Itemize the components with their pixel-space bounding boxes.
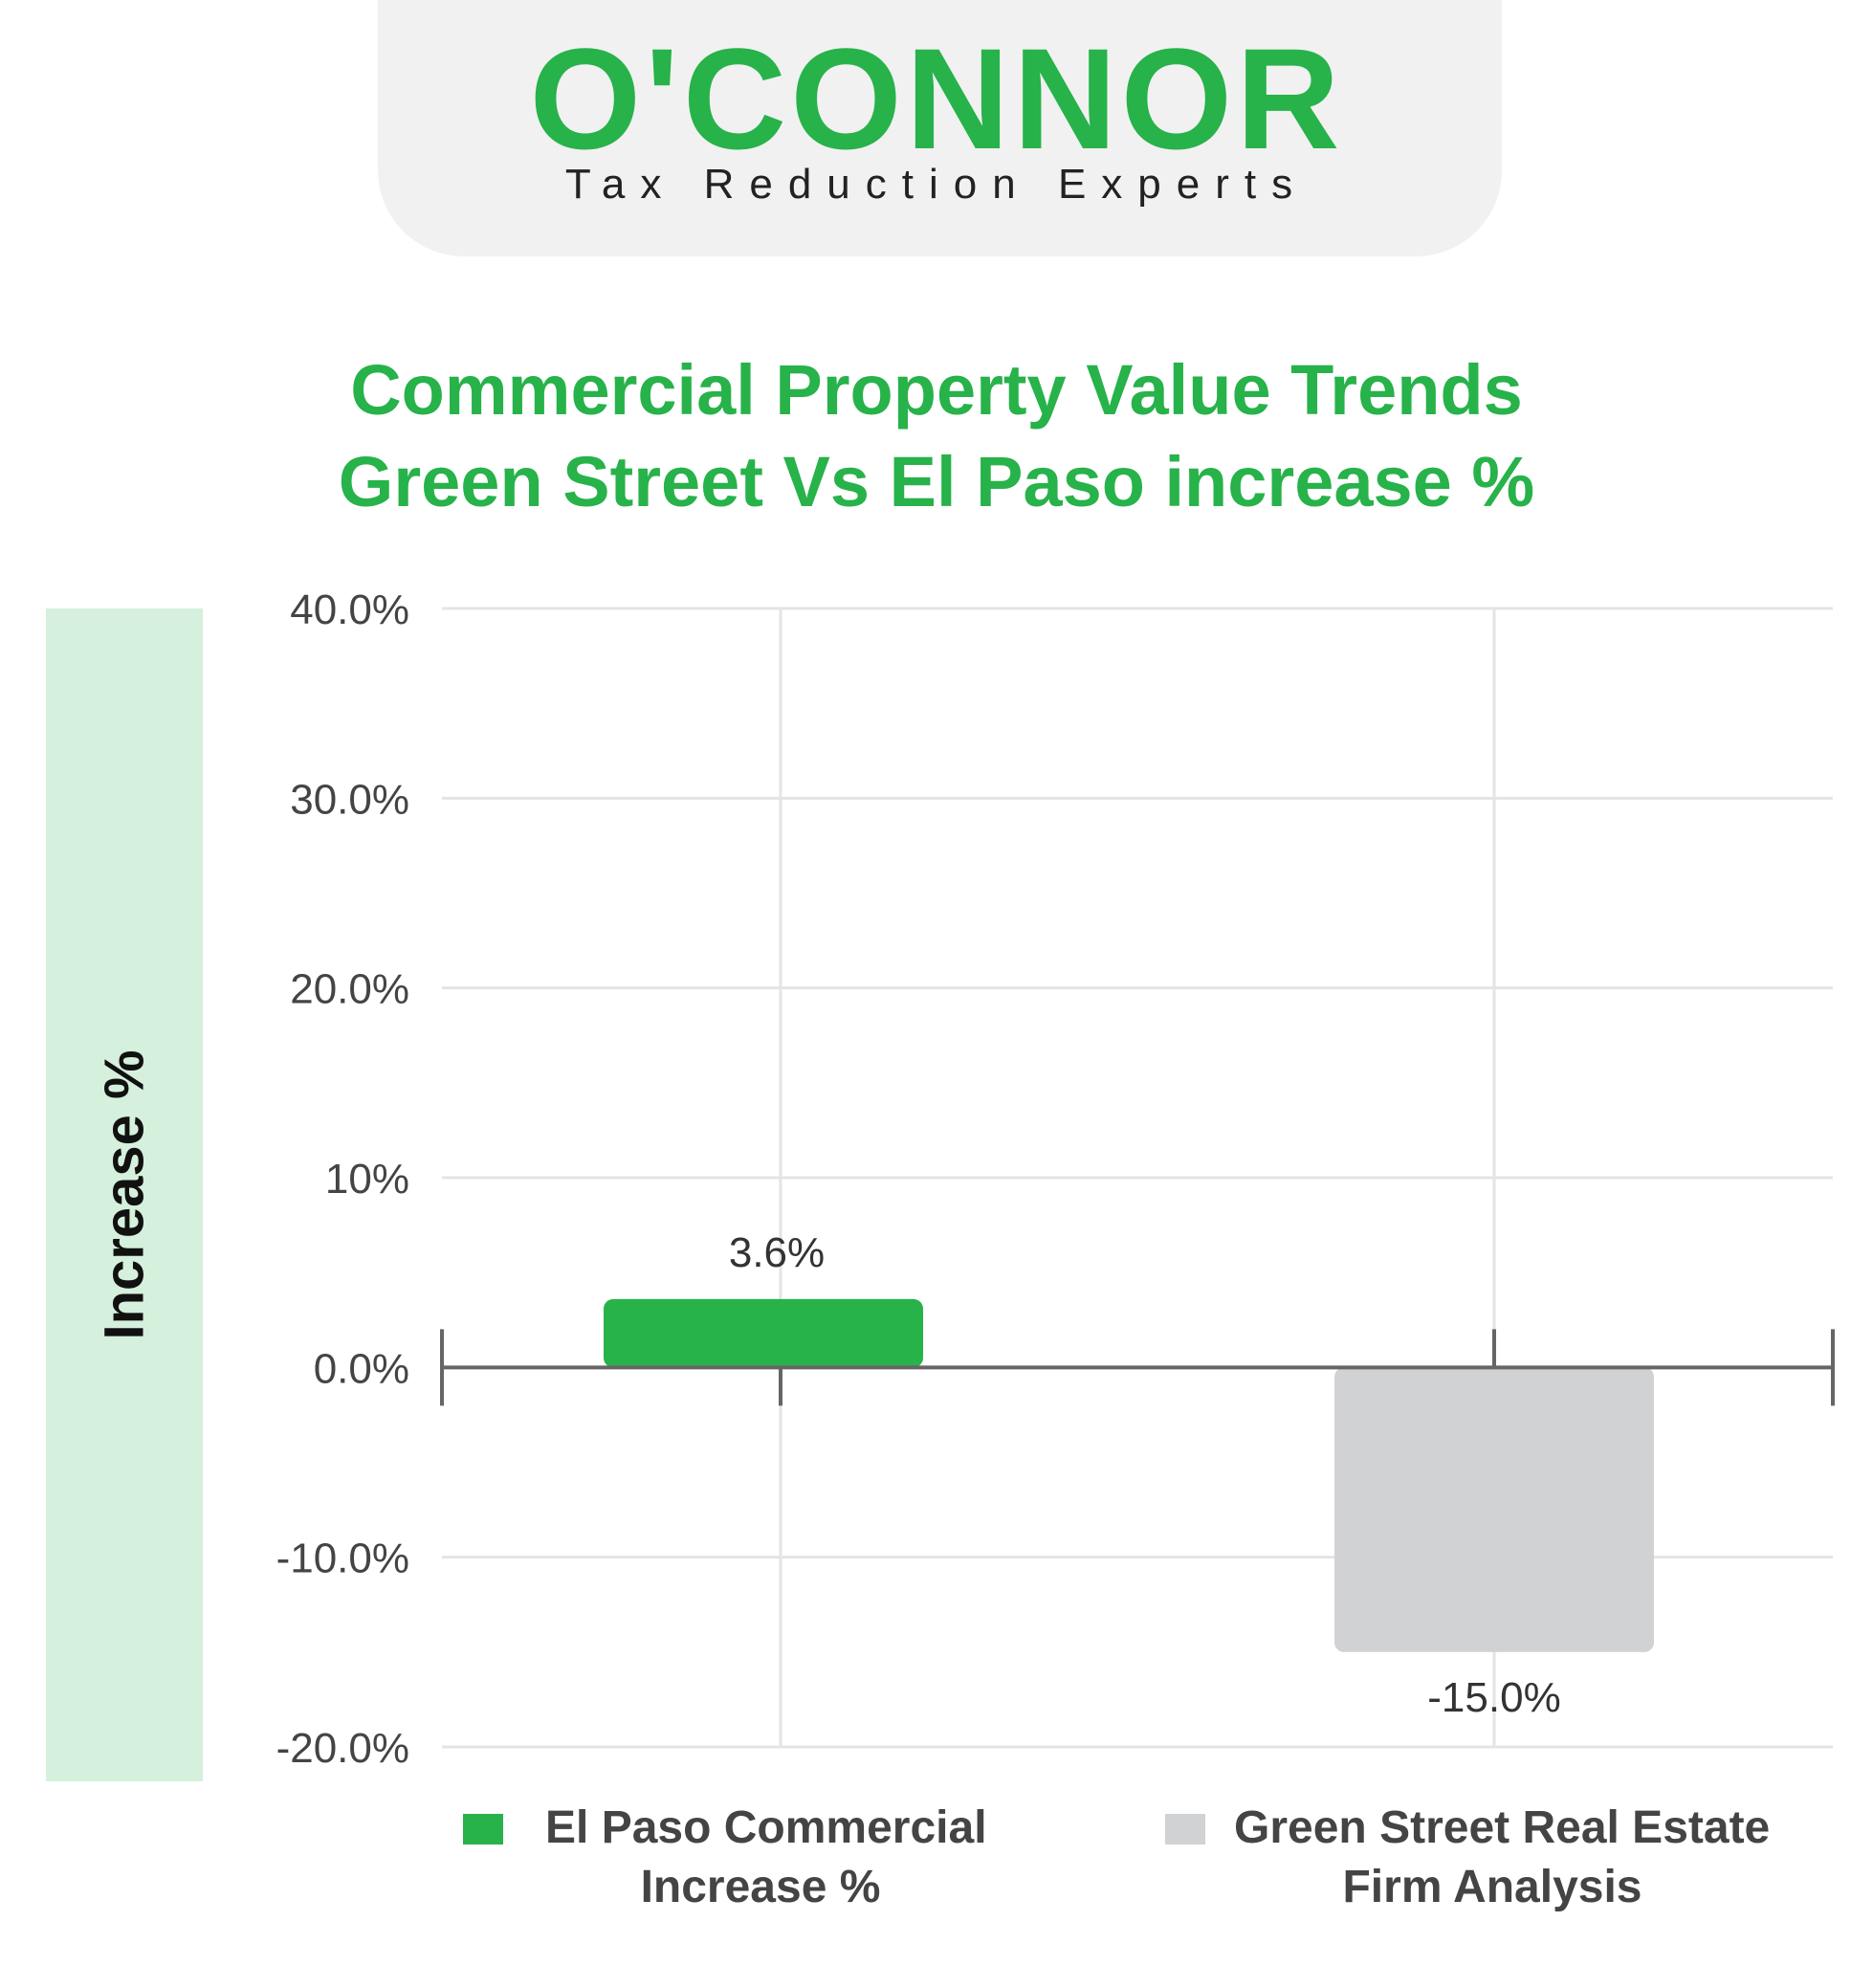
legend-label-el-paso-line-1: El Paso Commercial	[545, 1802, 987, 1853]
y-tick-label: 30.0%	[290, 776, 409, 823]
y-tick-label: 10%	[325, 1156, 409, 1203]
y-tick-label: -10.0%	[276, 1535, 409, 1582]
brand-logo: O'CONNOR	[529, 18, 1344, 179]
logo-header-background	[378, 0, 1502, 256]
data-label-1: 3.6%	[729, 1229, 825, 1276]
chart-title: Commercial Property Value Trends Green S…	[0, 344, 1873, 528]
legend-swatch-el-paso	[463, 1814, 503, 1844]
y-tick-label: 20.0%	[290, 966, 409, 1013]
y-tick-label: 40.0%	[290, 586, 409, 633]
brand-tagline: Tax Reduction Experts	[564, 161, 1309, 208]
legend-label-el-paso-line-2: Increase %	[640, 1862, 881, 1912]
legend-label-green-street-line-2: Firm Analysis	[1342, 1862, 1642, 1912]
legend-label-el-paso: El Paso Commercial Increase %	[545, 1799, 987, 1917]
legend-label-green-street: Green Street Real Estate Firm Analysis	[1234, 1799, 1771, 1917]
legend-label-green-street-line-1: Green Street Real Estate	[1234, 1802, 1771, 1853]
bar-2	[1334, 1367, 1654, 1652]
legend-swatch-green-street	[1165, 1814, 1205, 1844]
chart-title-line-1: Commercial Property Value Trends	[350, 350, 1523, 430]
y-tick-label: -20.0%	[276, 1725, 409, 1772]
y-axis-label-panel	[46, 608, 203, 1781]
y-tick-label: 0.0%	[314, 1345, 409, 1392]
chart-title-line-2: Green Street Vs El Paso increase %	[338, 442, 1535, 521]
data-label-2: -15.0%	[1427, 1674, 1560, 1721]
bar-1	[604, 1298, 923, 1368]
